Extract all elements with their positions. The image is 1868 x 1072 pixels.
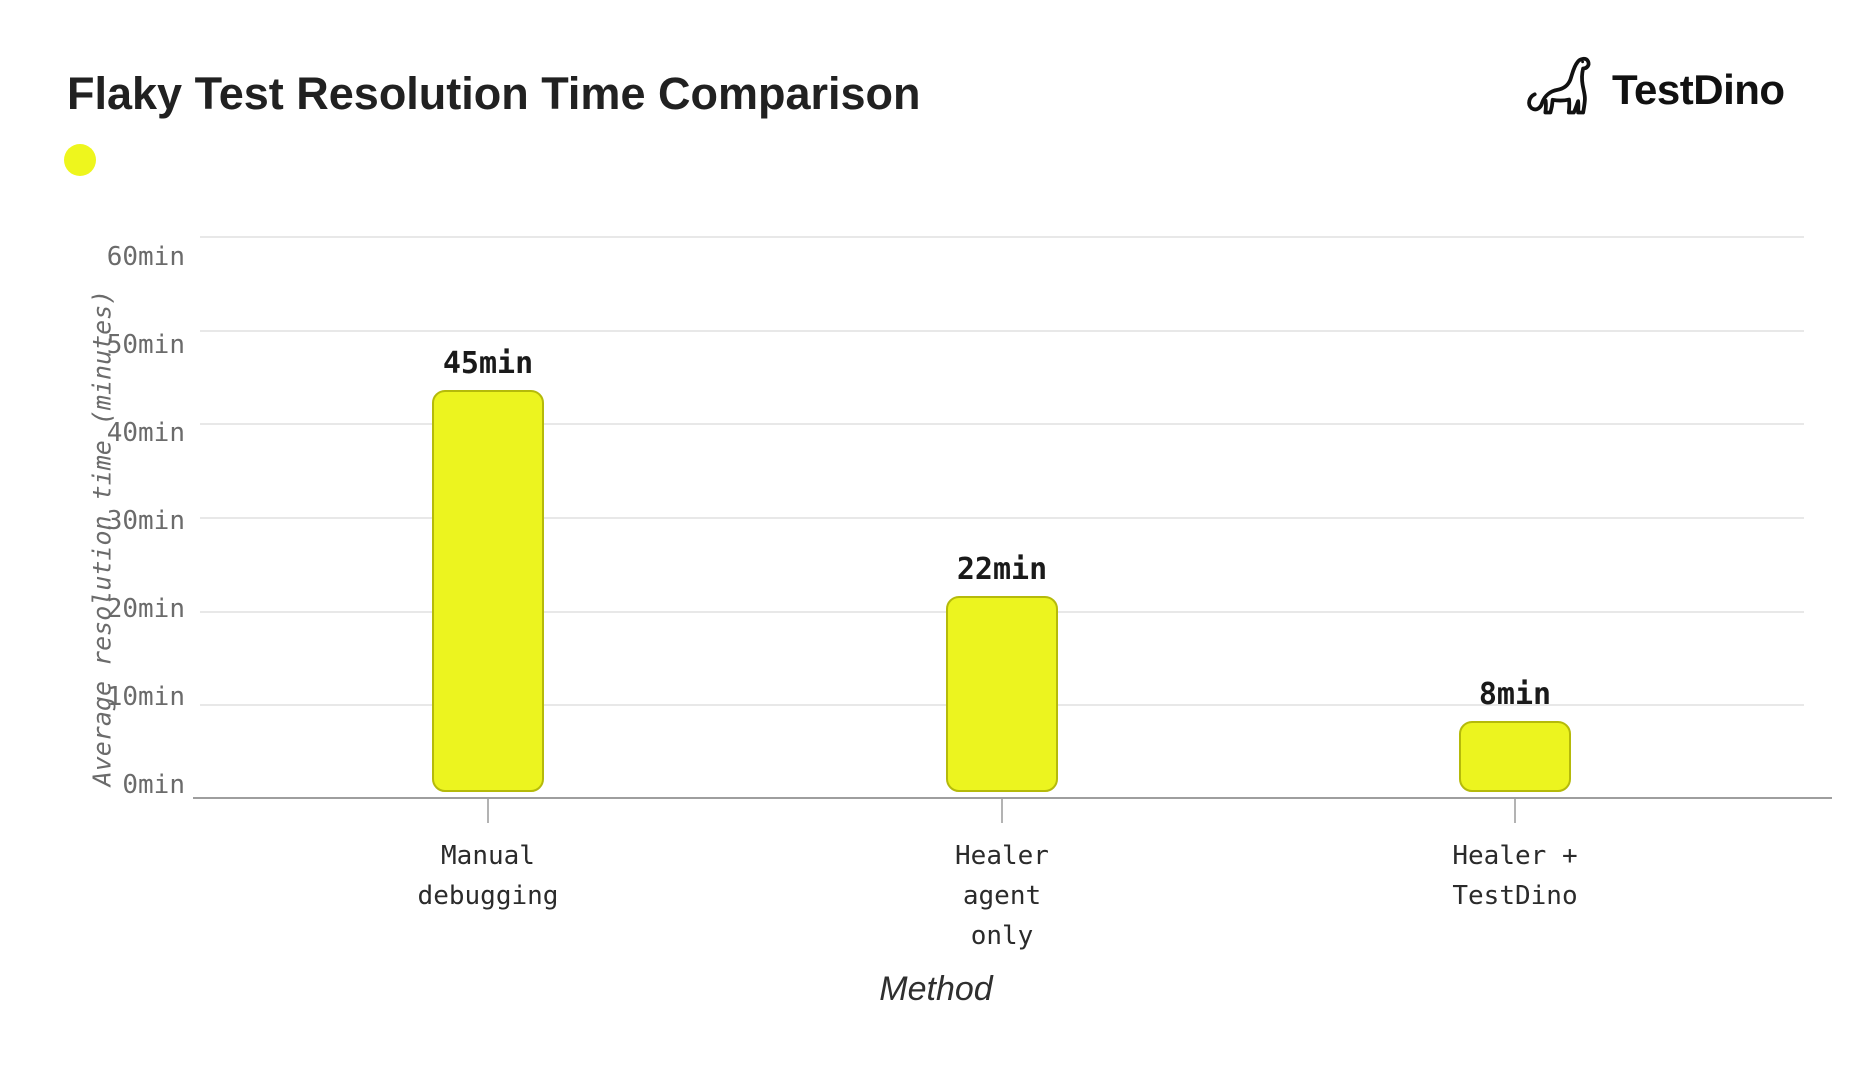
bar-healer-agent-only <box>946 595 1058 792</box>
logo-wordmark: TestDino <box>1612 66 1785 113</box>
chart-title: Flaky Test Resolution Time Comparison <box>67 68 921 119</box>
x-tick-label: Manual debugging <box>417 841 559 911</box>
y-tick-label-30min: 30min <box>106 506 185 536</box>
bar-value-label: 45min <box>442 346 534 382</box>
x-tick-mark <box>1514 799 1516 823</box>
dinosaur-icon <box>1524 52 1602 128</box>
y-tick-label-40min: 40min <box>106 418 185 448</box>
x-axis-title: Method <box>879 970 993 1008</box>
legend-series-marker <box>64 144 96 176</box>
y-tick-label-20min: 20min <box>106 594 185 624</box>
bar-value-label: 8min <box>1478 676 1552 712</box>
bar-manual-debugging <box>432 390 544 792</box>
y-tick-label-50min: 50min <box>106 330 185 360</box>
bar-value-label: 22min <box>956 551 1048 587</box>
gridline-40min <box>200 423 1804 426</box>
bar-healer-testdino <box>1459 720 1571 792</box>
gridline-30min <box>200 516 1804 519</box>
gridline-50min <box>200 329 1804 332</box>
x-tick-mark <box>487 799 489 823</box>
x-tick-label: Healer + TestDino <box>1452 841 1578 911</box>
x-tick-mark <box>1001 799 1003 823</box>
y-tick-label-10min: 10min <box>106 682 185 712</box>
gridline-60min <box>200 235 1804 238</box>
y-tick-label-60min: 60min <box>106 242 185 272</box>
y-tick-label-0min: 0min <box>122 770 185 800</box>
x-axis-line <box>193 797 1832 799</box>
x-tick-label: Healer agent only <box>955 841 1049 951</box>
testdino-logo: TestDino <box>1524 52 1785 128</box>
